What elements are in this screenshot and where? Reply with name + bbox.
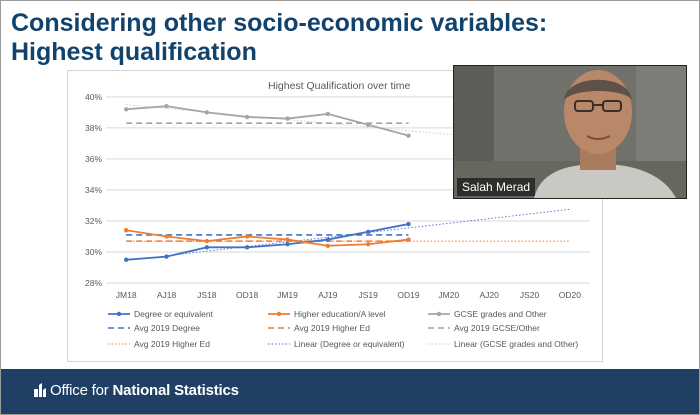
slide-title-line2: Highest qualification bbox=[11, 38, 257, 66]
data-point bbox=[285, 116, 290, 121]
data-point bbox=[244, 234, 250, 239]
y-tick-label: 38% bbox=[85, 123, 102, 133]
x-tick-label: JS18 bbox=[197, 290, 217, 300]
series-line bbox=[126, 105, 409, 137]
legend-label: Linear (GCSE grades and Other) bbox=[454, 339, 578, 349]
slide-title: Considering other socio-economic variabl… bbox=[11, 9, 611, 67]
chart-title: Highest Qualification over time bbox=[268, 80, 411, 92]
y-tick-label: 40% bbox=[85, 92, 102, 102]
ons-logo-text-part2: National Statistics bbox=[112, 382, 239, 399]
x-tick-label: JM20 bbox=[438, 290, 459, 300]
data-point bbox=[365, 229, 371, 235]
y-tick-label: 32% bbox=[85, 216, 102, 226]
ons-logo-text: Office for National Statistics bbox=[50, 382, 239, 399]
data-point bbox=[244, 245, 250, 250]
line-chart: 28% 30% 32% 34% 36% 38% 40% JM18 AJ18 JS18 OD18 JM1… bbox=[85, 80, 590, 349]
x-tick-label: AJ18 bbox=[157, 290, 177, 300]
legend-label: Avg 2019 Higher Ed bbox=[134, 339, 210, 349]
x-tick-label: JS20 bbox=[520, 290, 540, 300]
data-point bbox=[406, 237, 411, 242]
y-tick-label: 28% bbox=[85, 278, 102, 288]
data-point bbox=[365, 122, 371, 127]
x-tick-label: JM18 bbox=[116, 290, 137, 300]
data-point bbox=[406, 221, 411, 227]
data-point bbox=[123, 228, 129, 233]
series-line bbox=[126, 208, 570, 261]
data-point bbox=[164, 254, 169, 259]
data-point bbox=[285, 237, 290, 242]
x-tick-label: AJ19 bbox=[318, 290, 338, 300]
x-tick-label: OD20 bbox=[559, 290, 581, 300]
y-tick-label: 34% bbox=[85, 185, 102, 195]
y-tick-label: 30% bbox=[85, 247, 102, 257]
x-tick-label: AJ20 bbox=[479, 290, 499, 300]
x-tick-label: JS19 bbox=[358, 290, 378, 300]
x-tick-label: JM19 bbox=[277, 290, 298, 300]
webcam-feed bbox=[453, 65, 687, 199]
series-line bbox=[126, 223, 409, 261]
ons-logo-text-part1: Office for bbox=[50, 382, 113, 399]
data-point bbox=[325, 243, 331, 248]
legend-marker bbox=[116, 311, 122, 317]
legend-label: Avg 2019 Higher Ed bbox=[294, 323, 370, 333]
data-point bbox=[204, 110, 210, 115]
data-point bbox=[244, 114, 250, 120]
slide-title-line1: Considering other socio-economic variabl… bbox=[11, 9, 548, 37]
participant-name-tag: Salah Merad bbox=[457, 178, 536, 196]
data-point bbox=[365, 242, 371, 247]
x-tick-label: OD19 bbox=[397, 290, 419, 300]
data-point bbox=[325, 111, 331, 117]
webcam-video bbox=[454, 66, 686, 198]
data-point bbox=[204, 238, 210, 244]
data-point bbox=[285, 242, 290, 247]
series-line bbox=[126, 229, 409, 247]
data-point bbox=[164, 234, 169, 239]
legend-label: Degree or equivalent bbox=[134, 309, 214, 319]
data-point bbox=[325, 237, 331, 242]
legend-label: Higher education/A level bbox=[294, 309, 386, 319]
x-tick-label: OD18 bbox=[236, 290, 258, 300]
legend-marker bbox=[436, 311, 442, 317]
ons-logo-icon bbox=[34, 383, 46, 397]
data-point bbox=[406, 133, 411, 138]
legend-label: GCSE grades and Other bbox=[454, 309, 547, 319]
legend-label: Avg 2019 Degree bbox=[134, 323, 200, 333]
legend-label: Linear (Degree or equivalent) bbox=[294, 339, 405, 349]
y-tick-label: 36% bbox=[85, 154, 102, 164]
data-point bbox=[164, 103, 169, 109]
legend-marker bbox=[276, 311, 282, 317]
data-point bbox=[123, 107, 129, 112]
footer-bar bbox=[1, 369, 699, 414]
data-point bbox=[204, 245, 210, 250]
data-point bbox=[123, 257, 129, 262]
legend-label: Avg 2019 GCSE/Other bbox=[454, 323, 540, 333]
